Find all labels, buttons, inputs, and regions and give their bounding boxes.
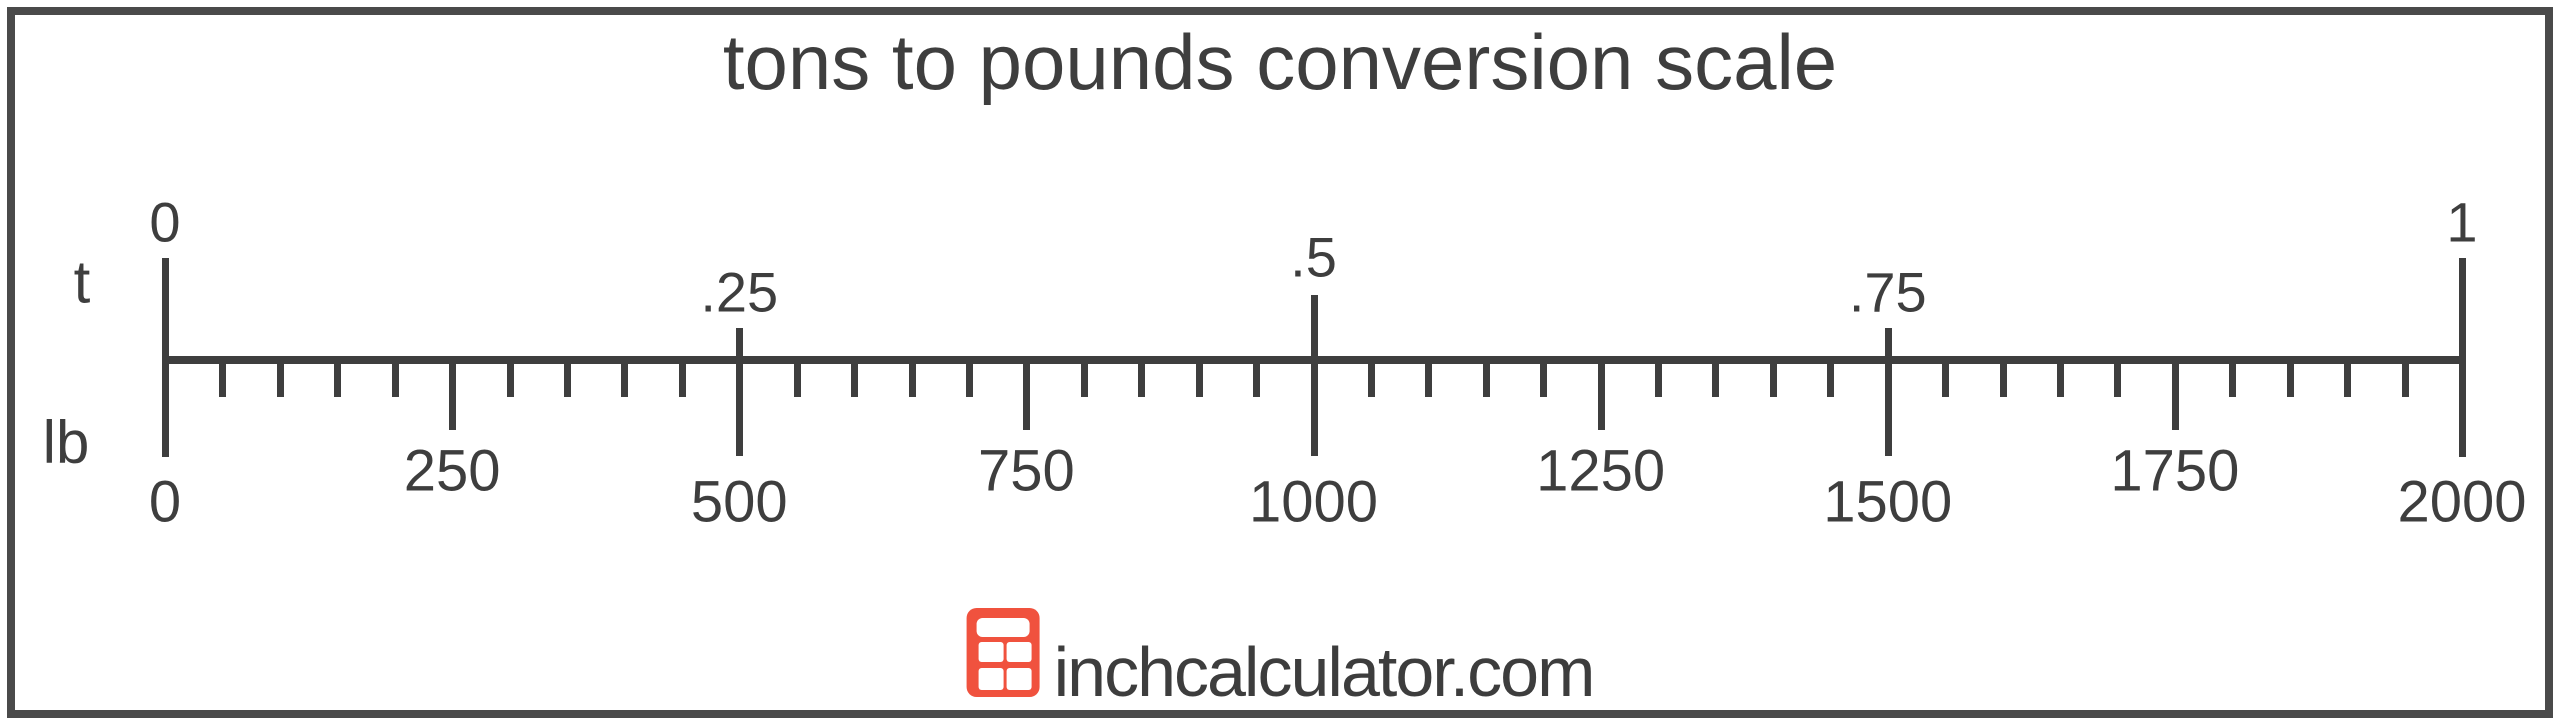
ruler-tick	[1884, 328, 1892, 456]
branding-logo: inchcalculator.com	[966, 608, 1595, 707]
ruler-tick	[1654, 356, 1662, 397]
ruler-tick	[1539, 356, 1547, 397]
ruler-tick	[506, 356, 514, 397]
bottom-scale-tick-label: 1750	[2110, 438, 2240, 504]
ruler-tick	[2286, 356, 2294, 397]
top-scale-unit-label: t	[73, 248, 91, 316]
site-name: inchcalculator.com	[1053, 633, 1596, 711]
bottom-scale-tick-label: 1250	[1536, 438, 1666, 504]
bottom-scale-unit-label: lb	[42, 408, 90, 476]
ruler-tick	[2056, 356, 2064, 397]
bottom-scale-tick-label: 1500	[1823, 469, 1953, 535]
ruler-tick	[2228, 356, 2236, 397]
calculator-key	[1006, 642, 1032, 662]
calculator-key	[1006, 668, 1032, 690]
calculator-screen	[976, 618, 1030, 637]
bottom-scale-tick-label: 1000	[1248, 469, 1379, 535]
ruler-tick	[1482, 356, 1490, 397]
calculator-key	[978, 668, 1004, 690]
bottom-scale-tick-label: 2000	[2397, 469, 2527, 535]
bottom-scale-tick-label: 250	[403, 438, 501, 504]
ruler-tick	[1195, 356, 1203, 397]
ruler-tick	[678, 356, 686, 397]
bottom-scale-tick-label: 500	[690, 469, 788, 535]
top-scale-tick-label: 1	[2446, 190, 2478, 254]
ruler-tick	[1941, 356, 1949, 397]
ruler-tick	[2458, 258, 2466, 457]
ruler-tick	[793, 356, 801, 397]
bottom-scale-tick-label: 750	[977, 438, 1075, 504]
chart-title: tons to pounds conversion scale	[722, 18, 1838, 106]
top-scale-tick-label: .75	[1848, 260, 1927, 324]
ruler-tick	[161, 258, 169, 457]
ruler-tick	[1080, 356, 1088, 397]
ruler-tick	[620, 356, 628, 397]
ruler-tick	[2343, 356, 2351, 397]
ruler-tick	[1367, 356, 1375, 397]
ruler-tick	[1999, 356, 2007, 397]
ruler-tick	[1711, 356, 1719, 397]
calculator-icon	[966, 608, 1040, 697]
ruler-tick	[1310, 295, 1318, 456]
ruler-tick	[218, 356, 226, 397]
ruler-tick	[1252, 356, 1260, 397]
calculator-key	[978, 642, 1004, 662]
ruler-tick	[563, 356, 571, 397]
top-scale-tick-label: .5	[1290, 225, 1337, 289]
ruler-tick	[1022, 356, 1030, 430]
ruler-tick	[1424, 356, 1432, 397]
top-scale-tick-label: 0	[149, 190, 181, 254]
ruler-tick	[448, 356, 456, 430]
ruler-tick	[965, 356, 973, 397]
ruler-tick	[2171, 356, 2179, 430]
ruler-tick	[2401, 356, 2409, 397]
ruler-tick	[2113, 356, 2121, 397]
ruler-tick	[735, 328, 743, 456]
ruler-tick	[850, 356, 858, 397]
ruler-tick	[333, 356, 341, 397]
top-scale-tick-label: .25	[700, 260, 779, 324]
ruler-tick	[1826, 356, 1834, 397]
ruler-tick	[391, 356, 399, 397]
ruler-tick	[276, 356, 284, 397]
ruler-tick	[1137, 356, 1145, 397]
ruler-tick	[1769, 356, 1777, 397]
bottom-scale-tick-label: 0	[148, 469, 182, 535]
ruler-tick	[1597, 356, 1605, 430]
ruler-tick	[908, 356, 916, 397]
